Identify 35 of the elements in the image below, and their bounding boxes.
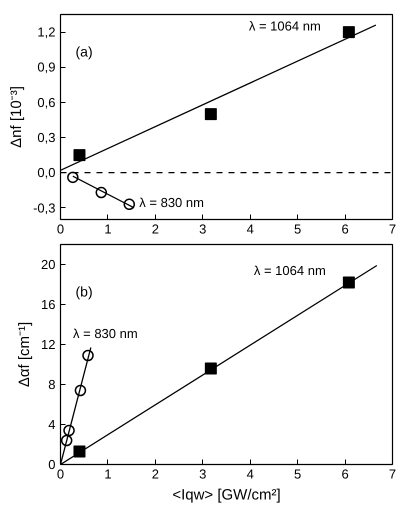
x-tick-label: 6 xyxy=(341,222,349,236)
x-tick-label: 2 xyxy=(152,466,159,482)
y-tick-label: 4 xyxy=(48,417,56,432)
x-tick-label: 1 xyxy=(104,222,112,236)
y-tick-label: 16 xyxy=(41,297,56,312)
y-tick-label: 8 xyxy=(48,377,56,392)
y-tick-label: -0,3 xyxy=(33,200,56,216)
series-label: λ = 830 nm xyxy=(73,326,138,341)
x-tick-label: 4 xyxy=(246,222,254,236)
x-tick-label: 3 xyxy=(199,222,206,236)
y-tick-label: 12 xyxy=(41,337,56,352)
x-tick-label: 3 xyxy=(199,466,206,482)
x-tick-label: 5 xyxy=(294,466,302,482)
series-label: λ = 1064 nm xyxy=(254,263,326,278)
x-tick-label: 5 xyxy=(294,222,302,236)
y-tick-label: 0,3 xyxy=(37,130,56,145)
y-tick-label: 0,9 xyxy=(37,60,56,75)
y-tick-label: 1,2 xyxy=(37,24,56,40)
y-axis-title: Δnf [10⁻³] xyxy=(8,86,26,148)
series-label: λ = 1064 nm xyxy=(248,18,321,34)
x-axis-title: <Iqw> [GW/cm²] xyxy=(172,486,281,504)
y-axis-title: Δαf [cm⁻¹] xyxy=(16,322,34,388)
x-tick-label: 7 xyxy=(388,222,396,236)
x-tick-label: 7 xyxy=(388,466,396,482)
y-tick-label: 0,0 xyxy=(37,165,56,180)
x-tick-label: 2 xyxy=(152,222,159,236)
x-tick-label: 6 xyxy=(341,466,349,482)
annotation: (b) xyxy=(76,284,93,300)
y-tick-label: 0 xyxy=(48,457,56,472)
x-tick-label: 1 xyxy=(104,466,112,482)
series-label: λ = 830 nm xyxy=(139,194,204,210)
y-tick-label: 0,6 xyxy=(37,94,56,110)
annotation: (a) xyxy=(76,44,93,60)
y-tick-label: 20 xyxy=(41,257,56,272)
x-tick-label: 4 xyxy=(246,466,254,482)
